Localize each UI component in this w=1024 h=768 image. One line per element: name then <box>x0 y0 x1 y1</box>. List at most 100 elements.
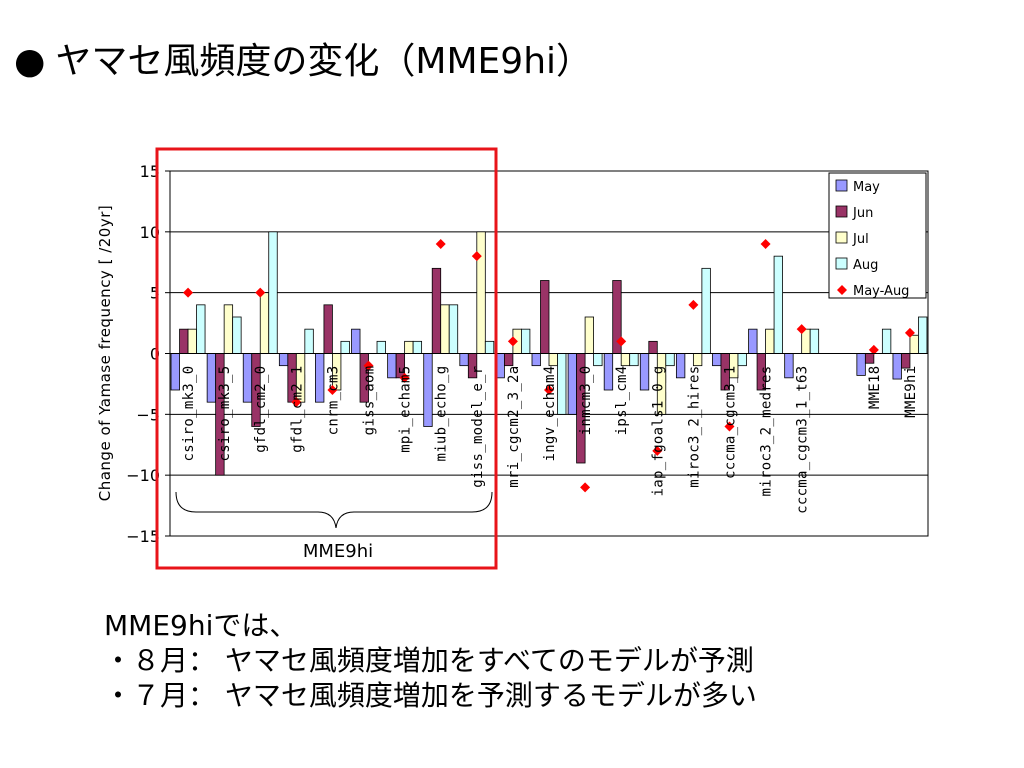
bar-jun <box>864 353 875 364</box>
x-category-label: miub_echo_g <box>434 366 450 462</box>
bar-may <box>639 353 650 391</box>
bar-jun <box>323 304 333 354</box>
x-category-label: csiro_mk3_5 <box>217 366 233 462</box>
x-category-label: mri_cgcm2_3_2a <box>506 366 522 488</box>
marker-may-aug <box>471 251 482 262</box>
y-tick-label: −15 <box>126 527 160 546</box>
marker-may-aug <box>724 421 735 432</box>
bar-aug <box>918 316 928 354</box>
bar-jun <box>540 280 550 354</box>
summary-notes: MME9hiでは、 ・８月： ヤマセ風頻度増加をすべてのモデルが予測 ・７月： … <box>104 608 757 713</box>
bar-aug <box>881 328 892 354</box>
marker-may-aug <box>688 299 699 310</box>
mme9hi-highlight-box <box>155 147 498 570</box>
bar-jul <box>765 328 775 354</box>
y-tick-label: 5 <box>150 284 160 303</box>
bar-aug <box>412 340 423 354</box>
y-axis-label: Change of Yamase frequency [ /20yr] <box>96 205 114 502</box>
may-aug-markers <box>183 239 915 493</box>
x-category-label: mpi_echam5 <box>398 366 414 453</box>
x-category-label: giss_model_e_r <box>470 366 486 488</box>
bar-aug <box>665 353 675 367</box>
bar-may <box>242 353 253 403</box>
bar-aug <box>773 255 783 354</box>
bar-jul <box>187 328 197 354</box>
y-tick-label: 10 <box>140 223 160 242</box>
bar-aug <box>737 353 747 367</box>
y-tick-label: −10 <box>126 466 160 485</box>
x-category-label: MME9hi <box>903 366 919 418</box>
bar-jul <box>548 353 558 367</box>
x-category-label: cccma_cgcm3_1 <box>722 366 738 479</box>
legend-swatch-jun <box>835 205 848 218</box>
title-text: ヤマセ風頻度の変化（MME9hi） <box>55 41 593 82</box>
marker-may-aug <box>183 287 194 298</box>
marker-may-aug <box>868 344 879 355</box>
legend-label: Jul <box>852 232 869 247</box>
title-bullet: ● <box>14 41 46 82</box>
x-category-label: csiro_mk3_0 <box>181 366 197 462</box>
legend: May Jun Jul Aug May-Aug <box>828 172 927 299</box>
bar-may <box>315 353 325 403</box>
bar-jul <box>476 231 486 354</box>
bar-jul <box>584 316 594 354</box>
mme9hi-brace <box>175 491 493 529</box>
bar-aug <box>196 304 206 354</box>
legend-label: May-Aug <box>853 284 909 299</box>
bar-may <box>603 353 614 391</box>
marker-may-aug <box>904 327 915 338</box>
marker-may-aug <box>435 239 446 249</box>
bar-aug <box>521 328 531 354</box>
marker-may-aug <box>291 397 302 408</box>
bar-jul <box>620 353 631 367</box>
bar-may <box>206 353 217 403</box>
marker-may-aug <box>652 445 663 456</box>
x-category-label: iap_fgoals1_0_g <box>650 366 666 497</box>
legend-swatch-aug <box>835 257 848 270</box>
x-category-label: ingv_echam4 <box>542 366 558 462</box>
bar-jul <box>692 353 703 367</box>
x-category-label: inmcm3_0 <box>578 366 594 436</box>
legend-swatch-may <box>835 179 848 192</box>
bar-jul <box>223 304 234 354</box>
slide-title: ● ヤマセ風頻度の変化（MME9hi） <box>14 40 592 84</box>
x-category-label: ipsl_cm4 <box>614 366 630 436</box>
x-category-label: miroc3_2_hires <box>686 366 702 488</box>
bar-jun <box>431 267 442 354</box>
x-category-label: miroc3_2_medres <box>759 366 775 497</box>
bar-may <box>423 353 433 427</box>
bar-may <box>712 353 722 367</box>
bar-jun <box>179 328 189 354</box>
bar-may <box>675 353 686 379</box>
bar-aug <box>304 328 314 354</box>
bar-aug <box>340 340 350 354</box>
bar-may <box>387 353 397 379</box>
bar-aug <box>268 231 278 354</box>
y-axis-ticks: 15 10 5 0 −5 −10 −15 <box>126 162 170 546</box>
marker-may-aug <box>255 287 266 298</box>
bar-aug <box>593 353 603 367</box>
bar-aug <box>809 328 820 354</box>
marker-may-aug <box>580 482 591 493</box>
bar-may <box>531 353 541 367</box>
x-category-label: cnrm_cm3 <box>325 366 341 436</box>
note-august: ・８月： ヤマセ風頻度増加をすべてのモデルが予測 <box>104 644 754 677</box>
x-category-label: cccma_cgcm3_1_t63 <box>795 366 811 514</box>
y-tick-label: −5 <box>136 405 160 424</box>
marker-may-aug <box>616 336 627 347</box>
y-tick-label: 15 <box>140 162 160 181</box>
bar-aug <box>448 304 459 354</box>
marker-may-aug <box>399 372 410 383</box>
bar-aug <box>376 340 386 354</box>
bar-jun <box>648 340 658 354</box>
bar-may <box>459 353 469 367</box>
legend-label: May <box>853 180 880 195</box>
bar-jul <box>440 304 450 354</box>
bar-may <box>784 353 794 379</box>
marker-may-aug <box>796 324 807 335</box>
marker-may-aug <box>363 360 374 371</box>
note-july: ・７月： ヤマセ風頻度増加を予測するモデルが多い <box>104 679 757 712</box>
legend-swatch-jul <box>835 231 848 244</box>
bar-may <box>278 353 289 367</box>
